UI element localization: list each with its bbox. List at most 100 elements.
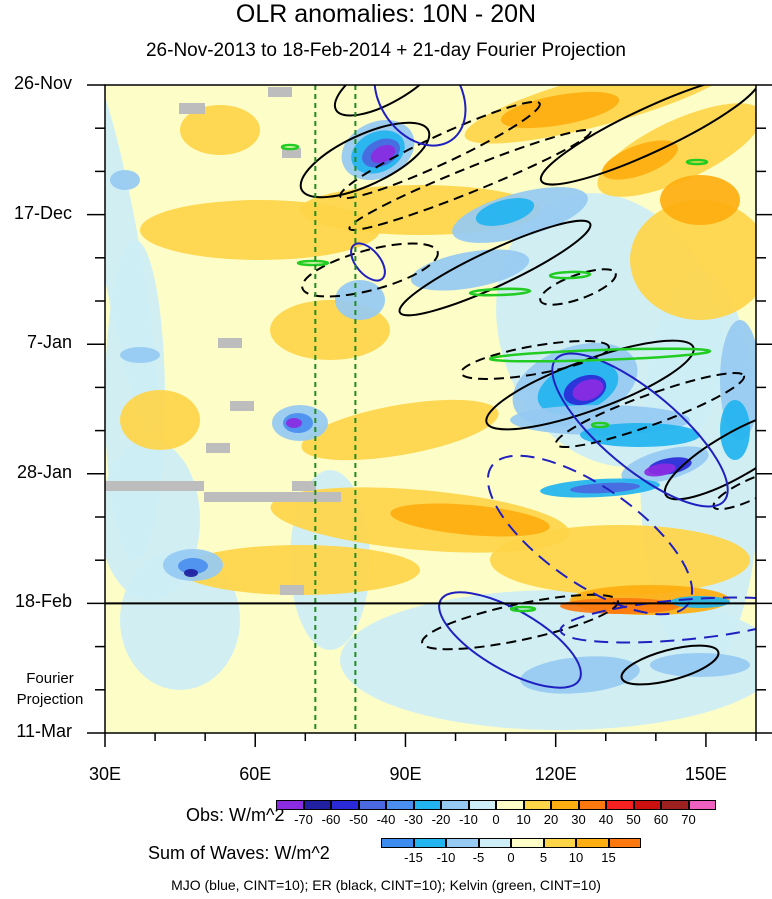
x-tick-label: 150E [684, 764, 727, 784]
mjo-contour-solid [551, 352, 729, 508]
obs-colorbar-swatch [468, 800, 496, 810]
wave-colorbar-label: 5 [539, 850, 548, 865]
mjo-contour-solid [438, 591, 582, 689]
reference-lines [105, 85, 756, 733]
obs-colorbar-swatch [688, 800, 716, 810]
wave-colorbar-label: 15 [601, 850, 616, 865]
obs-colorbar-label: 10 [516, 812, 531, 827]
wave-colorbar-swatch [608, 838, 641, 848]
obs-colorbar-label: 0 [492, 812, 500, 827]
y-tick-label: 11-Mar [16, 721, 72, 741]
obs-colorbar-swatch [303, 800, 331, 810]
anomaly-patch [650, 653, 750, 677]
obs-colorbar-swatch [331, 800, 359, 810]
anomaly-patch [670, 596, 730, 608]
obs-colorbar-label: 50 [626, 812, 641, 827]
missing-data-patch [204, 492, 341, 502]
x-tick-label: 120E [534, 764, 577, 784]
anomaly-patch [475, 198, 535, 226]
er-contour-solid [398, 219, 592, 317]
missing-data-patch [292, 481, 316, 491]
wave-colorbar-swatch [381, 838, 414, 848]
kelvin-contour-solid [280, 143, 300, 151]
wave-colorbar-swatch [478, 838, 511, 848]
kelvin-contour-solid [488, 347, 712, 363]
anomaly-patch [340, 590, 756, 730]
missing-data-patch [218, 338, 242, 348]
anomaly-patch [180, 105, 260, 155]
wave-contours [280, 85, 756, 689]
wave-colorbar-swatch [511, 838, 544, 848]
x-tick-label: 60E [239, 764, 272, 784]
obs-colorbar-label: 30 [571, 812, 586, 827]
obs-colorbar-label: -30 [404, 812, 423, 827]
obs-colorbar-label: -40 [376, 812, 396, 827]
obs-colorbar-swatch [606, 800, 634, 810]
obs-colorbar-swatch [551, 800, 579, 810]
obs-colorbar-label: 40 [598, 812, 614, 827]
obs-colorbar-label: -60 [321, 812, 341, 827]
kelvin-contour-solid [509, 605, 537, 613]
obs-colorbar-swatch [413, 800, 441, 810]
obs-colorbar-label: 20 [543, 812, 559, 827]
y-tick-label: 28-Jan [16, 461, 72, 482]
y-tick-label: 18-Feb [14, 591, 72, 612]
wave-colorbar-label: 0 [507, 850, 515, 865]
anomaly-patch [301, 399, 499, 461]
mjo-contour-solid [350, 242, 386, 282]
obs-colorbar-swatch [661, 800, 689, 810]
kelvin-contour-solid [548, 270, 592, 280]
missing-data-patch [230, 401, 254, 411]
er-contour-solid [299, 121, 431, 199]
obs-colorbar-swatch [441, 800, 469, 810]
er-contour-solid [539, 85, 756, 186]
wave-contour-legend: MJO (blue, CINT=10); ER (black, CINT=10)… [171, 877, 601, 893]
anomaly-patch [390, 503, 550, 537]
anomaly-patch [410, 249, 530, 291]
er-contour-solid [333, 85, 443, 117]
obs-colorbar-label: 60 [653, 812, 669, 827]
anomaly-patch [660, 175, 740, 225]
projection-note-line2: Projection [16, 691, 84, 708]
anomaly-patch [184, 569, 198, 577]
missing-data-patch [282, 148, 301, 158]
er-contour-dashed [339, 100, 541, 200]
obs-colorbar-swatch [496, 800, 524, 810]
wave-colorbar-swatch [446, 838, 479, 848]
kelvin-contour-solid [296, 259, 330, 267]
obs-colorbar-label: -20 [431, 812, 451, 827]
plot-frame [104, 84, 757, 734]
y-tick-label: 7-Jan [26, 332, 72, 353]
missing-data-patch [206, 443, 230, 453]
er-contour-dashed [348, 129, 592, 231]
obs-colorbar-swatch [276, 800, 304, 810]
y-tick-label: 17-Dec [13, 202, 72, 223]
missing-data-patch [179, 103, 205, 114]
mjo-contour-solid [373, 85, 467, 147]
obs-colorbar-swatch [386, 800, 414, 810]
er-contour-solid [620, 644, 720, 686]
mjo-contour-dashed [559, 596, 756, 644]
anomaly-patch [120, 347, 160, 363]
y-tick-label: 26-Nov [13, 73, 72, 93]
obs-colorbar-label: -70 [294, 812, 313, 827]
obs-colorbar-swatch [578, 800, 606, 810]
chart-subtitle: 26-Nov-2013 to 18-Feb-2014 + 21-day Four… [145, 40, 627, 61]
obs-colorbar-swatch [358, 800, 386, 810]
anomaly-patch [644, 463, 676, 477]
obs-colorbar-swatch [633, 800, 661, 810]
wave-colorbar-label: -10 [436, 850, 456, 865]
wave-colorbar-swatch [543, 838, 576, 848]
obs-colorbar-title: Obs: W/m^2 [186, 805, 285, 825]
anomaly-patch [572, 379, 604, 401]
anomaly-patch [110, 170, 140, 190]
wave-colorbar-label: 10 [568, 850, 584, 865]
kelvin-contour-solid [685, 158, 709, 166]
wave-colorbar-label: -5 [472, 850, 485, 865]
er-contour-dashed [539, 268, 617, 306]
anomaly-patch [140, 200, 380, 260]
wave-colorbar-swatch [576, 838, 609, 848]
anomaly-patch [180, 545, 420, 595]
chart-title: OLR anomalies: 10N - 20N [235, 0, 537, 28]
x-tick-label: 30E [88, 764, 122, 784]
